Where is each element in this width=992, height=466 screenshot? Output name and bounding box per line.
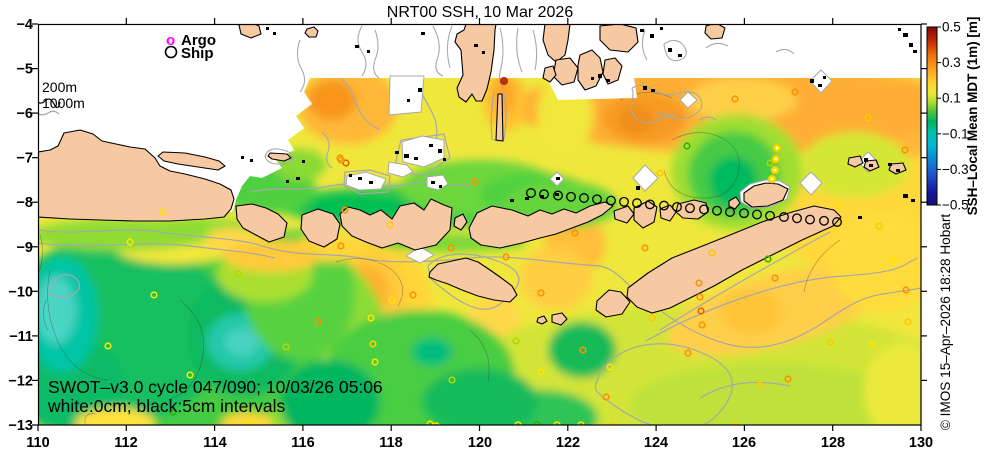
svg-text:128: 128 — [821, 435, 845, 451]
svg-text:−10: −10 — [8, 284, 33, 300]
svg-text:−4: −4 — [16, 17, 33, 33]
svg-text:SSH–Local Mean MDT (1m) [m]: SSH–Local Mean MDT (1m) [m] — [965, 17, 980, 216]
svg-text:Ship: Ship — [181, 45, 214, 62]
svg-text:−11: −11 — [9, 329, 33, 345]
svg-text:114: 114 — [203, 435, 226, 451]
svg-text:110: 110 — [26, 435, 49, 451]
svg-text:122: 122 — [556, 435, 580, 451]
svg-text:white:0cm; black:5cm intervals: white:0cm; black:5cm intervals — [47, 396, 286, 416]
svg-text:0.5: 0.5 — [942, 20, 961, 35]
svg-text:−7: −7 — [16, 151, 33, 167]
svg-text:1000m: 1000m — [42, 95, 85, 111]
svg-text:0.1: 0.1 — [942, 91, 961, 106]
svg-text:−13: −13 — [8, 418, 33, 434]
svg-text:116: 116 — [291, 435, 314, 451]
svg-text:© IMOS 15–Apr–2026 18:28 Hobar: © IMOS 15–Apr–2026 18:28 Hobart — [938, 214, 953, 431]
svg-text:−5: −5 — [16, 62, 33, 78]
svg-text:118: 118 — [379, 435, 402, 451]
svg-text:NRT00 SSH, 10 Mar 2026: NRT00 SSH, 10 Mar 2026 — [387, 4, 574, 21]
svg-text:o: o — [166, 32, 175, 49]
svg-text:−0.1: −0.1 — [942, 126, 969, 141]
svg-text:0.3: 0.3 — [942, 55, 961, 70]
svg-text:126: 126 — [732, 435, 756, 451]
svg-text:130: 130 — [909, 435, 933, 451]
svg-text:−8: −8 — [16, 195, 33, 211]
svg-text:−0.5: −0.5 — [942, 198, 969, 213]
svg-text:Argo: Argo — [181, 32, 216, 49]
svg-text:SWOT–v3.0 cycle 047/090; 10/03: SWOT–v3.0 cycle 047/090; 10/03/26 05:06 — [48, 377, 383, 397]
svg-text:−0.3: −0.3 — [942, 162, 969, 177]
svg-text:−12: −12 — [8, 373, 33, 389]
svg-text:−6: −6 — [16, 106, 33, 122]
svg-text:112: 112 — [114, 435, 137, 451]
svg-text:200m: 200m — [42, 79, 77, 95]
svg-text:120: 120 — [468, 435, 492, 451]
svg-text:124: 124 — [644, 435, 668, 451]
svg-text:−9: −9 — [16, 240, 33, 256]
